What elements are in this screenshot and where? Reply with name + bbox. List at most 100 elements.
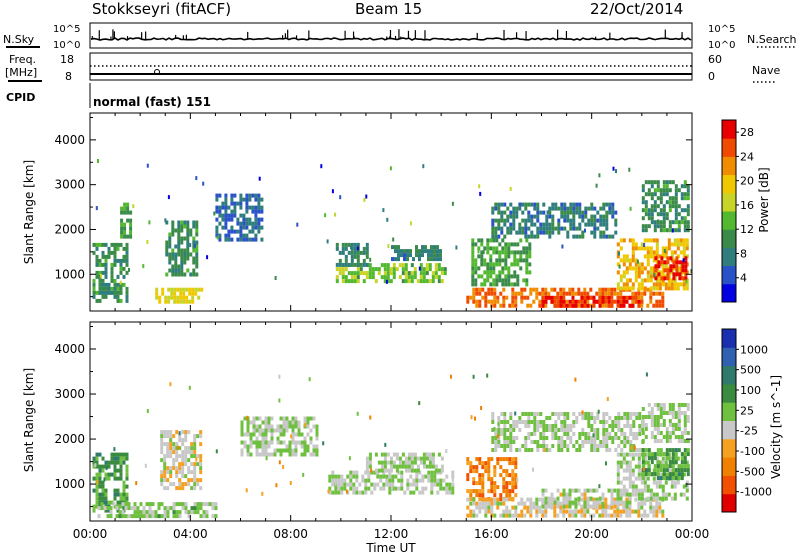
data-cell [530,214,534,219]
data-cell [560,436,564,440]
data-cell [469,295,473,300]
data-cell [186,236,190,241]
data-cell [625,468,629,473]
data-cell [508,497,512,502]
data-cell [497,416,501,420]
data-cell [583,496,587,501]
data-cell [148,502,152,507]
data-cell [620,416,624,420]
data-cell [524,230,528,235]
data-cell [350,262,354,267]
data-cell [499,465,503,470]
data-cell [610,505,614,510]
data-cell [181,450,185,455]
data-cell [519,266,523,271]
data-cell [401,267,405,272]
data-cell [626,424,630,428]
data-cell [575,202,579,207]
data-cell [686,403,690,407]
data-cell [230,237,234,242]
data-cell [425,464,429,469]
data-cell [656,196,660,201]
data-cell [170,291,174,296]
data-cell [662,403,666,407]
data-cell [578,432,582,436]
data-cell [650,456,654,461]
data-cell [297,432,301,437]
data-cell [349,482,353,487]
data-cell [593,448,597,452]
data-cell [650,472,654,477]
data-cell [662,464,666,469]
data-cell [347,250,351,255]
data-cell [647,415,651,419]
data-cell [480,250,484,255]
data-cell [510,274,514,279]
data-cell [568,287,572,292]
data-cell [494,226,498,231]
data-cell [542,436,546,440]
data-cell [364,470,368,475]
data-cell [193,510,197,515]
data-cell [187,450,191,455]
data-cell [119,456,123,461]
data-cell [587,436,591,440]
data-cell [683,196,687,201]
nave-tick-top: 60 [708,53,722,66]
data-cell [431,456,435,461]
data-cell [245,237,249,242]
data-cell [172,462,176,467]
data-cell [489,262,493,267]
data-cell [524,206,528,211]
data-cell [544,303,548,308]
data-cell [650,196,654,201]
data-cell [471,274,475,279]
data-cell [666,272,670,277]
data-cell [682,492,686,497]
data-cell [270,440,274,445]
data-cell [686,439,690,443]
data-cell [637,488,641,493]
data-cell [646,476,650,481]
data-cell [113,460,117,465]
data-cell [527,432,531,436]
data-cell [665,212,669,217]
data-cell [673,278,677,283]
data-cell [513,254,517,259]
data-cell [413,468,417,473]
data-cell [593,230,597,235]
data-cell [469,493,473,498]
data-cell [377,267,381,272]
data-cell [541,500,545,505]
data-cell [593,214,597,219]
data-cell [659,196,663,201]
data-cell [506,218,510,223]
colorbar-segment [722,493,736,513]
data-cell [92,456,96,461]
data-cell [593,444,597,448]
data-cell [613,509,617,514]
data-cell [186,228,190,233]
data-cell [242,213,246,218]
data-cell [587,412,591,416]
data-cell [527,416,531,420]
data-cell [175,510,179,515]
data-cell [522,278,526,283]
data-cell [327,489,330,494]
data-cell [481,461,485,466]
data-cell [680,196,684,201]
data-cell [686,419,690,423]
data-cell [193,486,197,491]
data-cell [643,501,647,506]
data-cell [433,478,437,483]
data-cell [184,450,188,455]
data-cell [598,287,602,292]
data-cell [613,504,617,509]
data-cell [650,212,654,217]
data-cell [503,234,507,239]
data-cell [487,457,491,462]
data-cell [300,440,304,445]
data-cell [135,481,138,486]
